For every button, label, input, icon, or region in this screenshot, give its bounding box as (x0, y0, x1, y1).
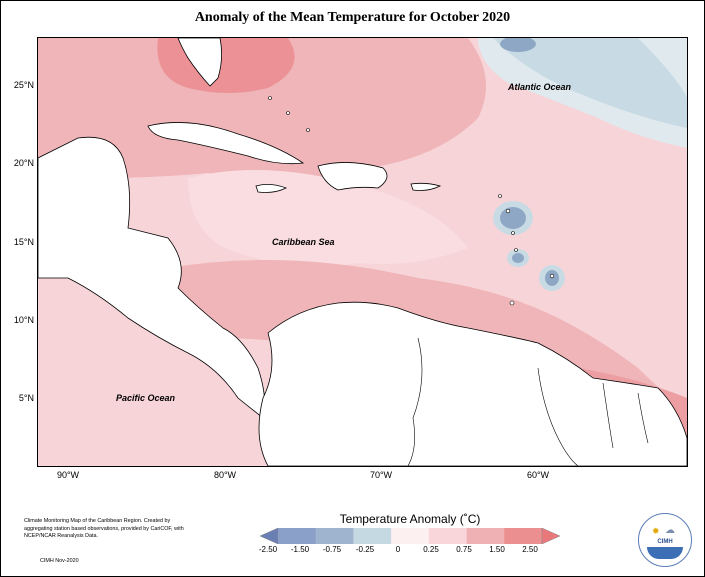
anomaly-map (38, 38, 687, 466)
island-trinidad (509, 300, 515, 306)
lon-tick-60w: 60°W (526, 470, 550, 480)
cimh-logo: ✹ ☁ CIMH (638, 513, 692, 567)
map-title: Anomaly of the Mean Temperature for Octo… (194, 10, 511, 25)
legend-tick: 0 (395, 545, 401, 554)
legend-swatch (391, 528, 430, 544)
lat-tick-15n: 15°N (13, 237, 34, 247)
border-venezuela-guyana (537, 367, 579, 466)
island-guadeloupe (505, 208, 511, 214)
legend-tick: -0.25 (355, 545, 375, 554)
legend-tick: 0.25 (423, 545, 439, 554)
lon-tick-80w: 80°W (213, 470, 237, 480)
island-stlucia (514, 248, 518, 252)
land-hispaniola (317, 162, 388, 191)
border-suriname-guiana (637, 392, 649, 444)
legend-arrow-left (260, 528, 279, 544)
landmasses (38, 38, 687, 466)
logo-name: CIMH (657, 539, 673, 545)
lat-tick-20n: 20°N (13, 158, 34, 168)
land-puerto-rico (410, 182, 442, 191)
border-guyana-suriname (602, 382, 614, 449)
legend-colorbar (260, 528, 560, 544)
label-pacific-ocean: Pacific Ocean (116, 393, 176, 403)
anomaly-cold-spot-north (500, 38, 536, 52)
land-cuba (147, 122, 305, 165)
legend-swatch (504, 528, 543, 544)
lat-tick-25n: 25°N (13, 80, 34, 90)
land-jamaica (255, 184, 288, 193)
lat-tick-10n: 10°N (13, 315, 34, 325)
legend-swatch (315, 528, 354, 544)
map-area: Atlantic Ocean Caribbean Sea Pacific Oce… (37, 37, 688, 467)
island-bahamas-2 (286, 111, 290, 115)
legend-tick: -2.50 (258, 545, 278, 554)
island-barbados (549, 273, 555, 279)
legend-title: Temperature Anomaly (˚C) (339, 512, 481, 526)
legend-swatch (428, 528, 468, 544)
legend-ticks: -2.50 -1.50 -0.75 -0.25 0 0.25 0.75 1.50… (259, 545, 558, 557)
legend-tick: -0.75 (322, 545, 342, 554)
map-date: CIMH Nov-2020 (40, 558, 79, 564)
island-bahamas-3 (306, 128, 310, 132)
country-borders (407, 337, 649, 466)
legend-tick: -1.50 (290, 545, 310, 554)
sun-icon: ✹ (652, 526, 660, 536)
lon-tick-70w: 70°W (369, 470, 393, 480)
legend-swatches (278, 528, 543, 544)
island-martinique (511, 231, 515, 235)
cloud-icon: ☁ (665, 525, 675, 536)
legend-tick: 0.75 (456, 545, 472, 554)
label-atlantic-ocean: Atlantic Ocean (508, 82, 572, 92)
island-antigua (498, 194, 502, 198)
land-south-america (258, 301, 687, 466)
small-islands (268, 96, 555, 306)
wave-icon (647, 547, 683, 559)
legend-tick: 1.50 (489, 545, 505, 554)
label-caribbean-sea: Caribbean Sea (272, 237, 335, 247)
legend-tick: 2.50 (522, 545, 538, 554)
anomaly-zone-neg-atlantic (493, 38, 687, 128)
legend-swatch (353, 528, 392, 544)
land-florida (177, 38, 222, 87)
land-central-america (38, 136, 266, 419)
map-caption: Climate Monitoring Map of the Caribbean … (24, 518, 184, 539)
island-bahamas-1 (268, 96, 272, 100)
anomaly-cold-spot-guadeloupe (500, 207, 526, 229)
legend-swatch (278, 528, 317, 544)
anomaly-cold-spot-stlucia (512, 253, 524, 263)
anomaly-zone-0-75-north (38, 38, 486, 188)
anomaly-zone-0-25-caribbean (188, 170, 468, 267)
border-colombia-venezuela (407, 337, 423, 466)
lon-tick-90w: 90°W (56, 470, 80, 480)
lat-tick-5n: 5°N (18, 393, 34, 403)
legend-swatch (466, 528, 505, 544)
legend-arrow-right (541, 528, 560, 544)
